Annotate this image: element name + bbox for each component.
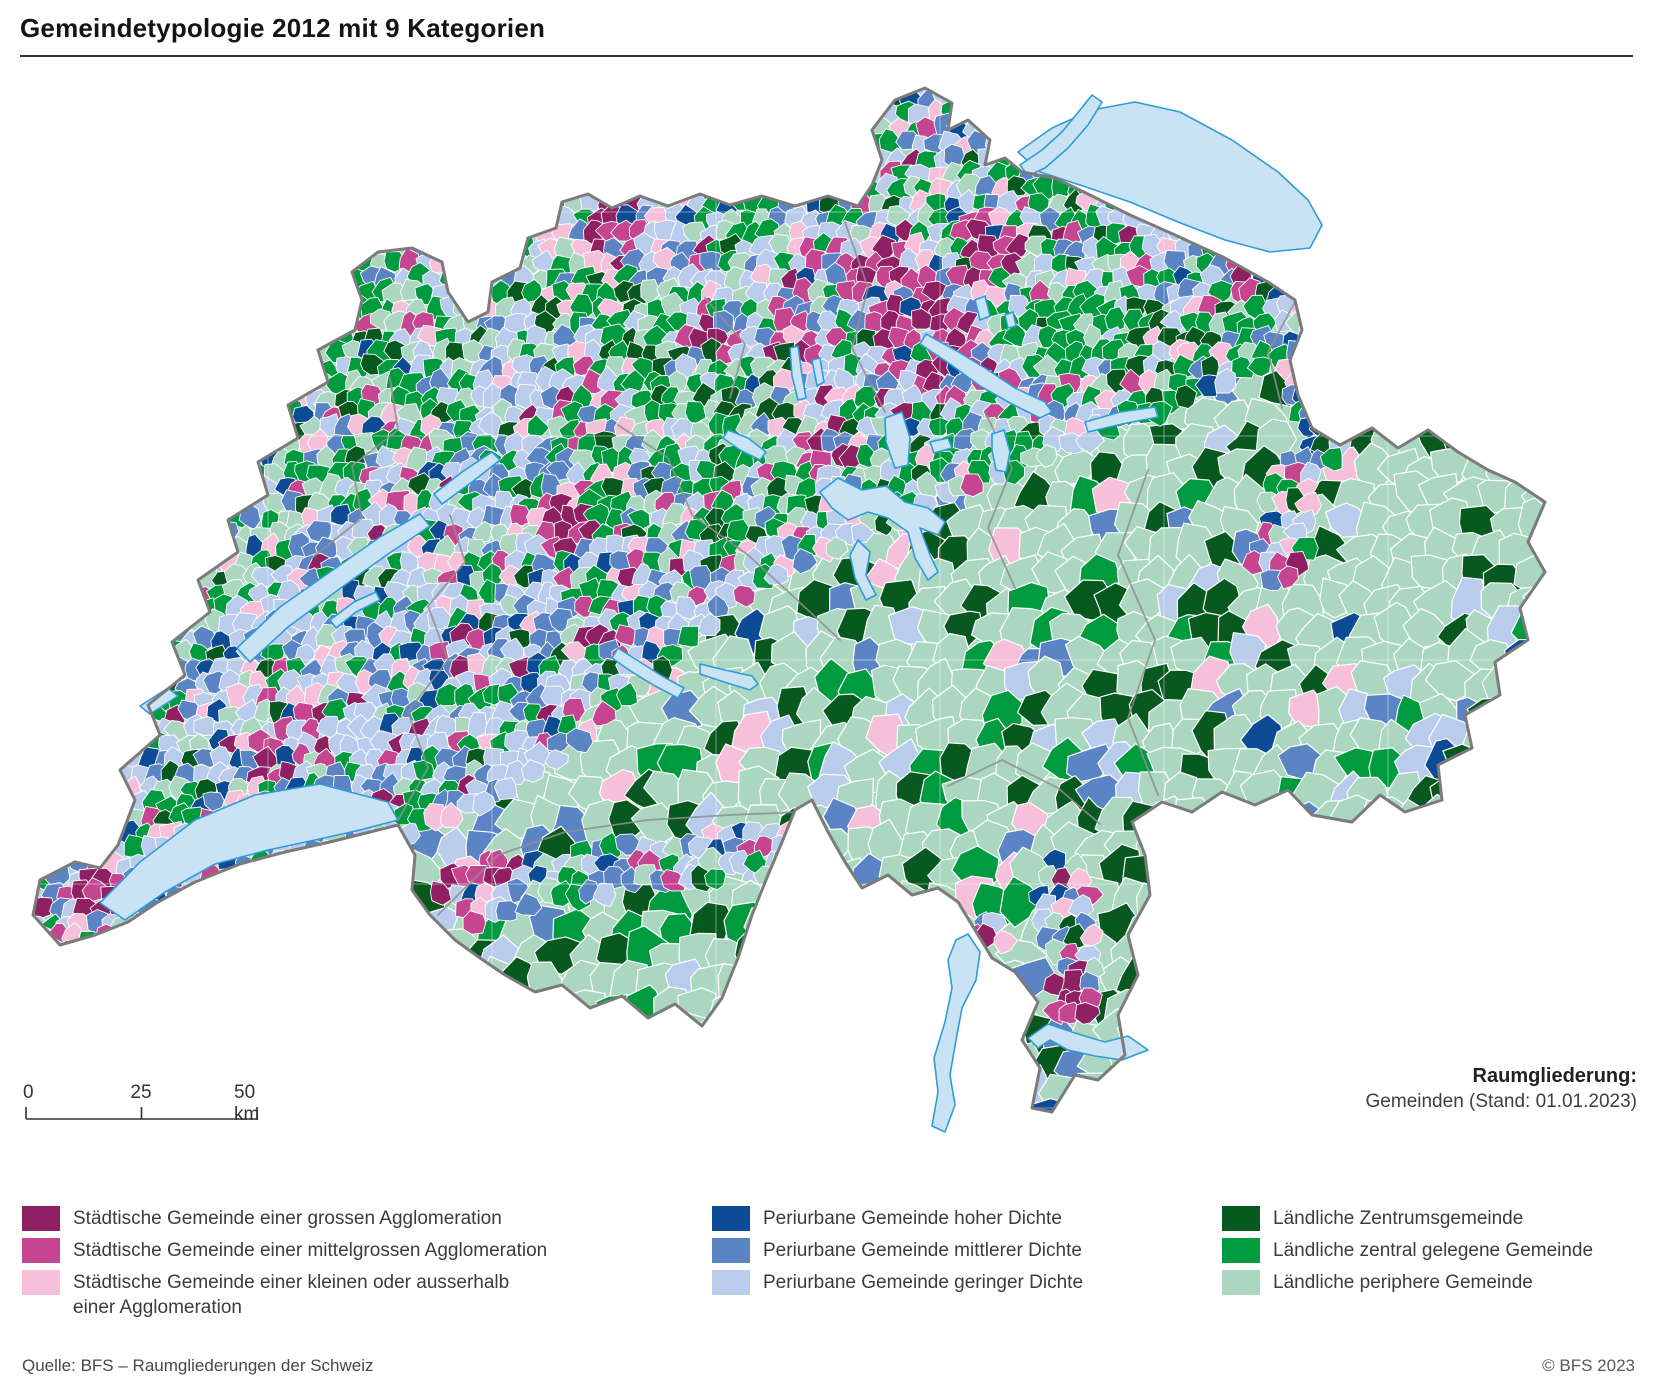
lake-murten xyxy=(329,591,381,629)
legend-item: Städtische Gemeinde einer mittelgrossen … xyxy=(22,1238,553,1263)
legend-item: Städtische Gemeinde einer grossen Agglom… xyxy=(22,1206,553,1231)
lake-sihl xyxy=(991,429,1011,473)
legend-label: Periurbane Gemeinde mittlerer Dichte xyxy=(763,1240,1082,1261)
legend-label: Periurbane Gemeinde geringer Dichte xyxy=(763,1272,1084,1293)
legend-swatch-periurban-gering xyxy=(712,1270,750,1295)
legend-item: Ländliche zentral gelegene Gemeinde xyxy=(1222,1238,1593,1263)
canton-borders xyxy=(311,221,1296,916)
raumgliederung-title: Raumgliederung: xyxy=(1472,1065,1637,1087)
lake-geneva xyxy=(99,783,399,921)
lake-sempach xyxy=(722,429,767,461)
legend-swatch-zentrumsgemeinde xyxy=(1222,1206,1260,1231)
lake-maggiore xyxy=(931,933,981,1133)
page-title: Gemeindetypologie 2012 mit 9 Kategorien xyxy=(20,13,546,43)
title-rule xyxy=(20,55,1633,57)
lake-pfaeffikon xyxy=(1004,311,1017,329)
lake-hallwil xyxy=(789,345,807,401)
lake-zurich xyxy=(919,333,1053,419)
scale-label-0: 0 xyxy=(23,1082,34,1103)
scale-bar: 0 25 50 km xyxy=(23,1082,285,1125)
legend-label: Ländliche zentral gelegene Gemeinde xyxy=(1273,1240,1594,1261)
raumgliederung-subtitle: Gemeinden (Stand: 01.01.2023) xyxy=(1365,1091,1637,1112)
lake-zug xyxy=(884,411,911,469)
legend-item: Periurbane Gemeinde mittlerer Dichte xyxy=(712,1238,1083,1263)
legend-swatch-kleine-agglo xyxy=(22,1270,60,1295)
legend-item: Ländliche periphere Gemeinde xyxy=(1222,1270,1593,1295)
source-note: Quelle: BFS – Raumgliederungen der Schwe… xyxy=(22,1356,374,1375)
lake-constance xyxy=(1017,101,1323,253)
lake-sarnen xyxy=(849,539,877,601)
legend-label: Städtische Gemeinde einer grossen Agglom… xyxy=(73,1208,502,1229)
legend-label: Periurbane Gemeinde hoher Dichte xyxy=(763,1208,1062,1229)
legend-label: Ländliche periphere Gemeinde xyxy=(1273,1272,1533,1293)
legend-swatch-mittelgrosse-agglo xyxy=(22,1238,60,1263)
lake-walen xyxy=(1084,406,1159,433)
lakes xyxy=(99,94,1323,1133)
lake-brienz xyxy=(699,663,759,691)
lake-aegeri xyxy=(929,437,953,454)
scale-bar-line xyxy=(25,1107,258,1120)
legend-column-urban: Städtische Gemeinde einer grossen Agglom… xyxy=(22,1206,553,1327)
lake-lugano xyxy=(1027,1023,1149,1061)
map-canvas xyxy=(31,86,1547,1133)
legend-item: Periurbane Gemeinde geringer Dichte xyxy=(712,1270,1083,1295)
municipality-mosaic xyxy=(33,88,1545,1112)
lake-thun xyxy=(611,647,685,699)
copyright-note: © BFS 2023 xyxy=(1542,1356,1635,1375)
scale-label-25: 25 xyxy=(130,1082,152,1103)
lake-baldegg xyxy=(811,357,825,387)
lake-lucerne xyxy=(819,477,946,581)
lake-neuchatel xyxy=(236,513,431,663)
legend-swatch-peripher xyxy=(1222,1270,1260,1295)
legend-label: Städtische Gemeinde einer mittelgrossen … xyxy=(73,1240,548,1261)
legend-item: Ländliche Zentrumsgemeinde xyxy=(1222,1206,1593,1231)
legend-item: Städtische Gemeinde einer kleinen oder a… xyxy=(22,1270,553,1320)
legend-column-periurban: Periurbane Gemeinde hoher Dichte Periurb… xyxy=(712,1206,1083,1302)
legend-column-rural: Ländliche Zentrumsgemeinde Ländliche zen… xyxy=(1222,1206,1593,1302)
lake-untersee xyxy=(1019,94,1103,177)
lake-biel xyxy=(433,451,501,505)
legend-swatch-grosse-agglo xyxy=(22,1206,60,1231)
legend-swatch-periurban-mittel xyxy=(712,1238,750,1263)
legend-swatch-zentral-gelegen xyxy=(1222,1238,1260,1263)
raumgliederung-note: Raumgliederung: Gemeinden (Stand: 01.01.… xyxy=(1366,1064,1637,1114)
legend-label: Ländliche Zentrumsgemeinde xyxy=(1273,1208,1524,1229)
legend-swatch-periurban-hoch xyxy=(712,1206,750,1231)
legend-label: Städtische Gemeinde einer kleinen oder a… xyxy=(73,1272,510,1318)
lake-greifen xyxy=(974,295,991,321)
legend-item: Periurbane Gemeinde hoher Dichte xyxy=(712,1206,1083,1231)
